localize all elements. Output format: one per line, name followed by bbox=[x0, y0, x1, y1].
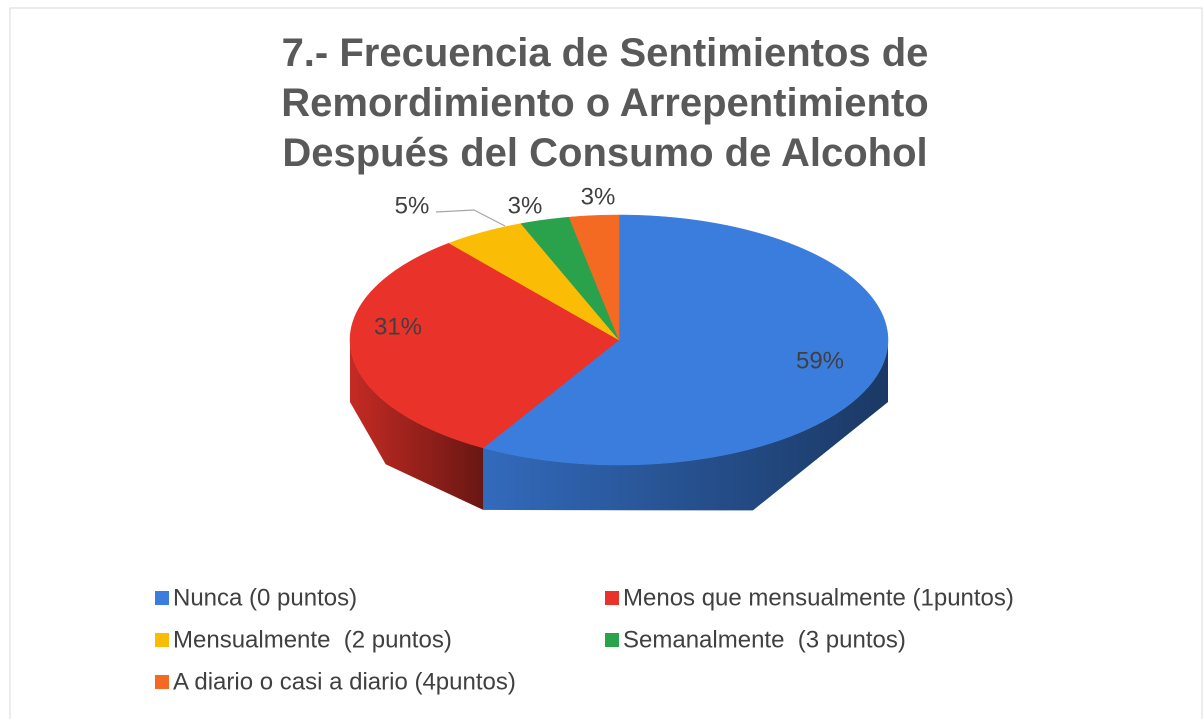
data-label: 3% bbox=[508, 192, 543, 219]
legend-swatch bbox=[155, 633, 169, 647]
legend-swatch bbox=[155, 591, 169, 605]
pie-slice bbox=[520, 216, 620, 341]
legend-label: Mensualmente (2 puntos) bbox=[173, 626, 452, 653]
pie-slice bbox=[448, 223, 620, 341]
legend-label: Nunca (0 puntos) bbox=[173, 584, 357, 611]
pie-side-shade bbox=[350, 340, 484, 510]
pie-slice bbox=[482, 214, 889, 466]
legend-label: A diario o casi a diario (4puntos) bbox=[173, 668, 516, 695]
leader-line bbox=[435, 209, 506, 227]
legend-swatch bbox=[155, 675, 169, 689]
pie-side-shade bbox=[483, 340, 888, 511]
data-label: 59% bbox=[796, 347, 844, 374]
chart-title: 7.- Frecuencia de Sentimientos de Remordi… bbox=[281, 31, 928, 175]
data-label: 31% bbox=[374, 313, 422, 340]
legend-label: Semanalmente (3 puntos) bbox=[623, 626, 906, 653]
legend-swatch bbox=[605, 633, 619, 647]
data-label: 3% bbox=[581, 183, 616, 210]
pie-slice bbox=[568, 214, 620, 341]
legend-label: Menos que mensualmente (1puntos) bbox=[623, 584, 1014, 611]
data-label: 5% bbox=[395, 192, 430, 219]
legend-swatch bbox=[605, 591, 619, 605]
pie-slice bbox=[349, 242, 620, 449]
